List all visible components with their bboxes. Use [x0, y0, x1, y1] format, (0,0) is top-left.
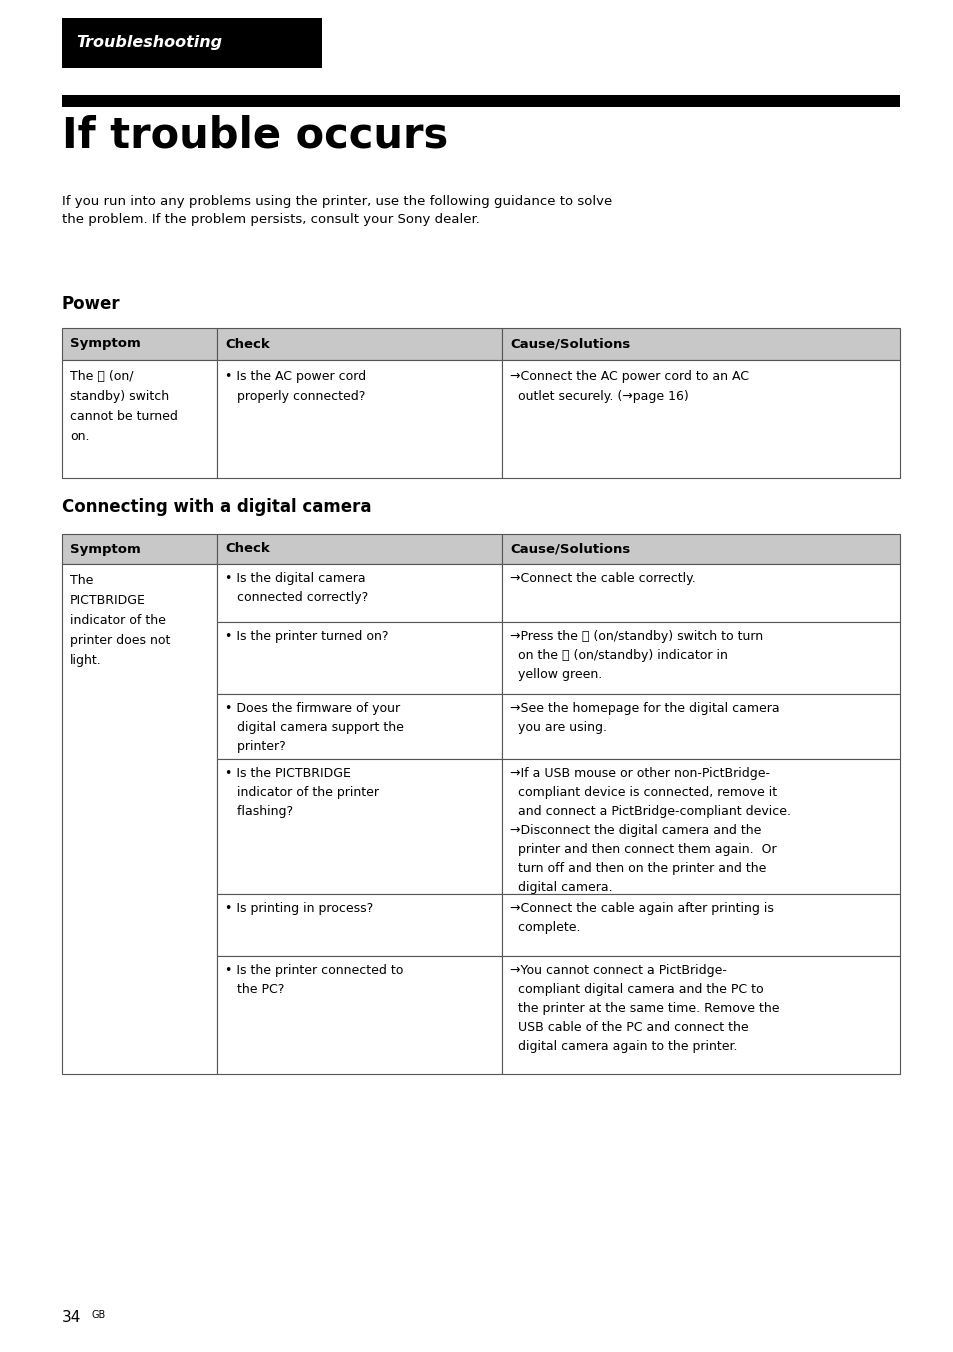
Bar [501, 534, 899, 564]
Text: If trouble occurs: If trouble occurs [62, 115, 448, 157]
Bar [501, 564, 899, 622]
Text: →You cannot connect a PictBridge-
  compliant digital camera and the PC to
  the: →You cannot connect a PictBridge- compli… [510, 964, 779, 1053]
Text: →Connect the cable correctly.: →Connect the cable correctly. [510, 572, 695, 585]
Bar [501, 694, 899, 758]
Text: • Is the digital camera
   connected correctly?: • Is the digital camera connected correc… [225, 572, 368, 604]
Text: Connecting with a digital camera: Connecting with a digital camera [62, 498, 371, 516]
Text: • Is the printer turned on?: • Is the printer turned on? [225, 630, 388, 644]
Text: • Is the AC power cord
   properly connected?: • Is the AC power cord properly connecte… [225, 370, 366, 403]
Bar [216, 360, 501, 479]
Bar [216, 534, 501, 564]
Text: →See the homepage for the digital camera
  you are using.: →See the homepage for the digital camera… [510, 702, 779, 734]
Text: If you run into any problems using the printer, use the following guidance to so: If you run into any problems using the p… [62, 195, 612, 227]
Text: Troubleshooting: Troubleshooting [76, 35, 222, 50]
Bar [62, 95, 899, 107]
Bar [216, 564, 501, 622]
Bar [501, 894, 899, 956]
Text: • Is printing in process?: • Is printing in process? [225, 902, 373, 915]
Bar [501, 956, 899, 1073]
Text: Check: Check [225, 338, 270, 350]
Text: Symptom: Symptom [70, 542, 141, 556]
Bar [216, 622, 501, 694]
Text: →Press the ⓘ (on/standby) switch to turn
  on the ⓘ (on/standby) indicator in
  : →Press the ⓘ (on/standby) switch to turn… [510, 630, 762, 681]
Bar [62, 564, 216, 1073]
Bar [216, 758, 501, 894]
Bar [501, 758, 899, 894]
Bar [216, 329, 501, 360]
Bar [501, 622, 899, 694]
Text: →Connect the cable again after printing is
  complete.: →Connect the cable again after printing … [510, 902, 773, 934]
Bar [62, 534, 216, 564]
Bar [62, 18, 322, 68]
Text: Power: Power [62, 295, 120, 314]
Text: Check: Check [225, 542, 270, 556]
Bar [62, 360, 216, 479]
Bar [62, 329, 216, 360]
Bar [501, 329, 899, 360]
Text: GB: GB [91, 1310, 106, 1320]
Text: Cause/Solutions: Cause/Solutions [510, 542, 630, 556]
Text: • Is the PICTBRIDGE
   indicator of the printer
   flashing?: • Is the PICTBRIDGE indicator of the pri… [225, 767, 378, 818]
Text: • Is the printer connected to
   the PC?: • Is the printer connected to the PC? [225, 964, 403, 996]
Text: Cause/Solutions: Cause/Solutions [510, 338, 630, 350]
Bar [501, 360, 899, 479]
Text: The
PICTBRIDGE
indicator of the
printer does not
light.: The PICTBRIDGE indicator of the printer … [70, 575, 171, 667]
Text: The ⓘ (on/
standby) switch
cannot be turned
on.: The ⓘ (on/ standby) switch cannot be tur… [70, 370, 177, 443]
Text: Symptom: Symptom [70, 338, 141, 350]
Text: →Connect the AC power cord to an AC
  outlet securely. (→page 16): →Connect the AC power cord to an AC outl… [510, 370, 748, 403]
Text: 34: 34 [62, 1310, 81, 1325]
Text: • Does the firmware of your
   digital camera support the
   printer?: • Does the firmware of your digital came… [225, 702, 403, 753]
Bar [216, 694, 501, 758]
Text: →If a USB mouse or other non-PictBridge-
  compliant device is connected, remove: →If a USB mouse or other non-PictBridge-… [510, 767, 790, 894]
Bar [216, 894, 501, 956]
Bar [216, 956, 501, 1073]
